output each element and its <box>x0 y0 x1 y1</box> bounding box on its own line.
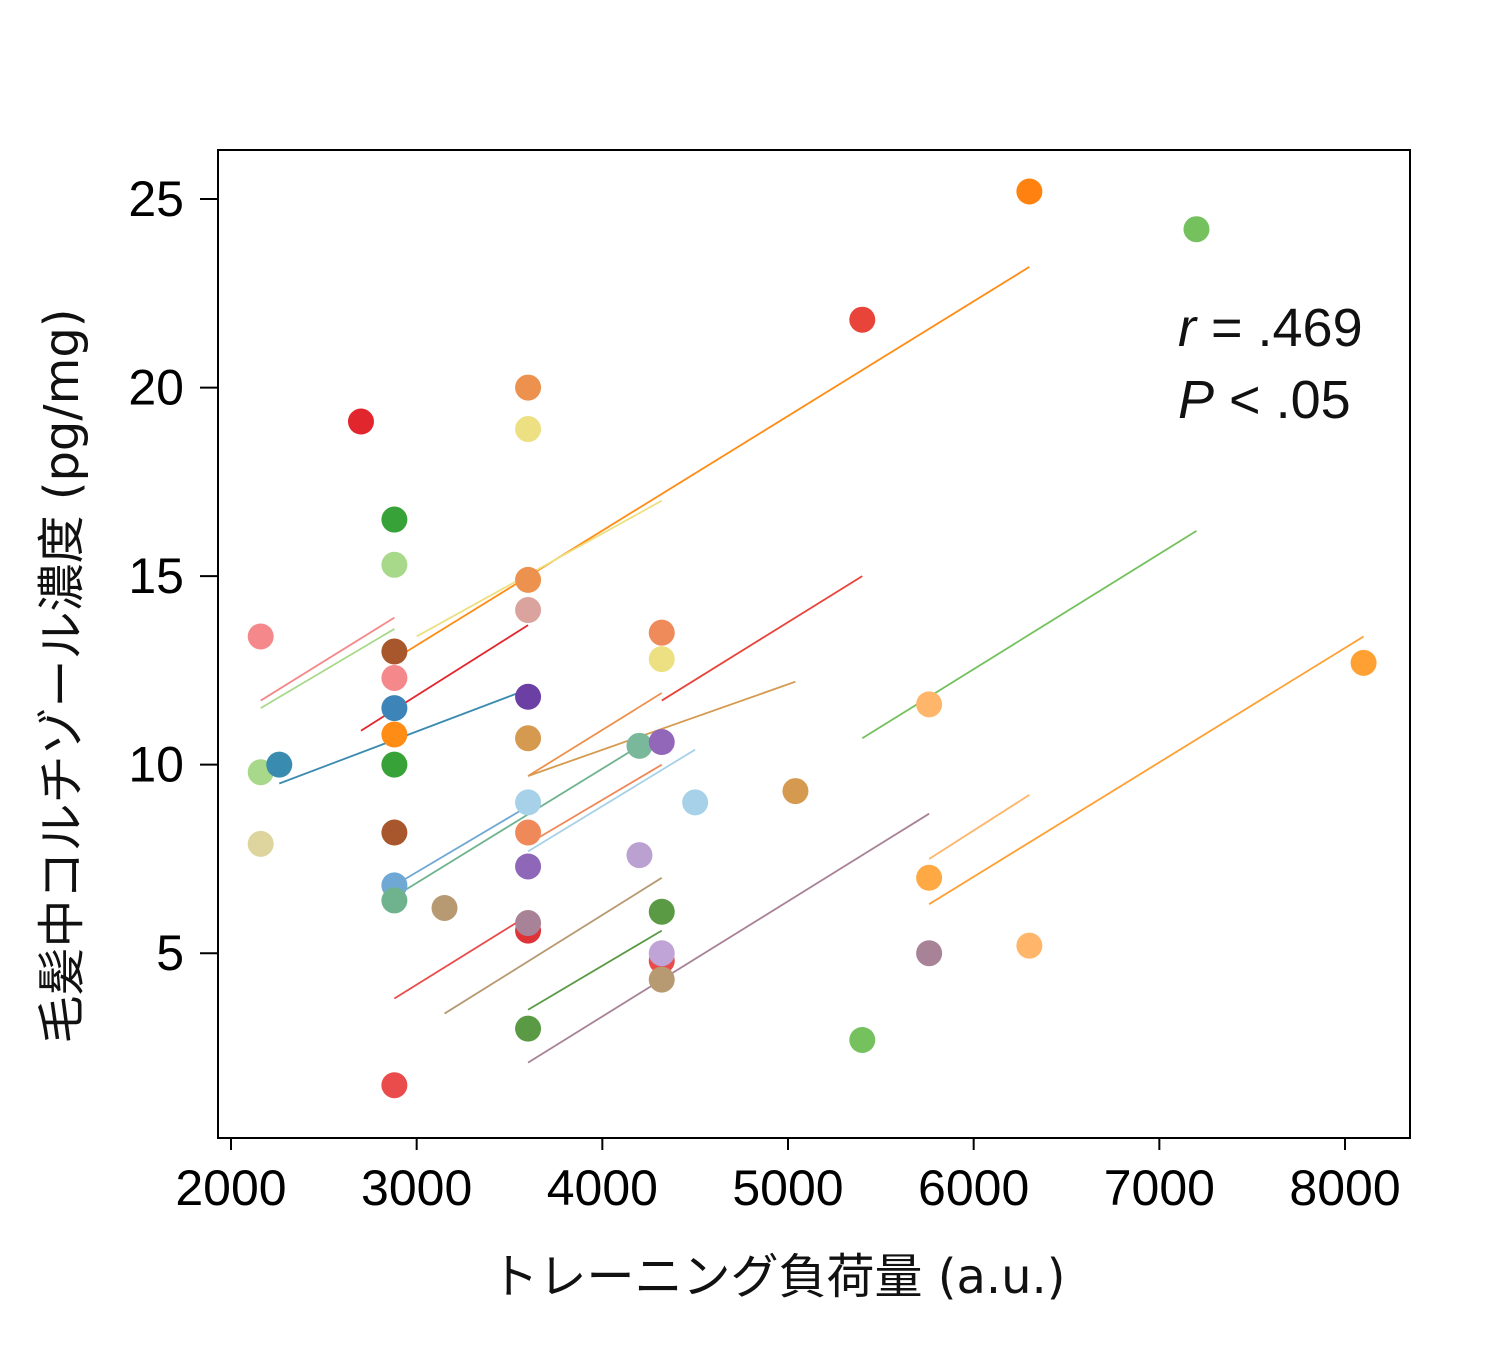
fit-line-19 <box>527 812 930 1064</box>
data-point-8 <box>381 664 408 691</box>
fit-line-7 <box>393 745 640 898</box>
data-point-9 <box>381 695 408 722</box>
x-tick-label-0: 2000 <box>175 1160 286 1216</box>
data-point-18 <box>515 416 542 443</box>
data-point-44 <box>916 940 943 967</box>
correlation-annotation: r = .469 <box>1178 298 1363 358</box>
fit-line-0 <box>260 616 395 702</box>
data-point-17 <box>515 374 542 401</box>
data-point-30 <box>626 842 653 869</box>
fit-lines-layer <box>260 266 1365 1064</box>
fit-line-16 <box>393 914 529 1000</box>
fit-line-4 <box>393 266 1030 660</box>
data-point-45 <box>1016 178 1043 205</box>
data-point-48 <box>1350 649 1377 676</box>
data-point-28 <box>515 1015 542 1042</box>
y-tick-label-0: 5 <box>156 925 184 981</box>
p-value: < .05 <box>1214 370 1351 430</box>
data-point-23 <box>515 789 542 816</box>
fit-line-11 <box>527 680 796 777</box>
y-axis: 5 10 15 20 25 <box>128 171 218 981</box>
y-tick-label-4: 25 <box>128 171 184 227</box>
fit-line-8 <box>527 748 696 853</box>
fit-line-13 <box>861 530 1197 740</box>
p-symbol: P <box>1178 370 1214 430</box>
data-point-39 <box>782 778 809 805</box>
data-point-5 <box>381 506 408 533</box>
data-point-4 <box>347 408 374 435</box>
data-points-layer <box>247 178 1377 1099</box>
fit-line-18 <box>527 929 663 1011</box>
fit-line-14 <box>928 794 1030 860</box>
data-point-29 <box>626 732 653 759</box>
data-point-25 <box>515 853 542 880</box>
y-tick-label-1: 10 <box>128 737 184 793</box>
data-point-31 <box>648 619 675 646</box>
fit-line-17 <box>444 877 663 1015</box>
data-point-20 <box>515 597 542 624</box>
r-symbol: r <box>1178 298 1198 358</box>
x-tick-label-6: 8000 <box>1289 1160 1400 1216</box>
data-point-22 <box>515 725 542 752</box>
data-point-33 <box>648 729 675 756</box>
fit-line-15 <box>928 635 1365 905</box>
data-point-2 <box>247 830 274 857</box>
y-tick-label-3: 20 <box>128 360 184 416</box>
data-point-46 <box>1016 932 1043 959</box>
fit-line-9 <box>527 763 663 845</box>
fit-line-6 <box>393 805 529 887</box>
r-value: = .469 <box>1196 298 1363 358</box>
data-point-43 <box>916 864 943 891</box>
data-point-42 <box>916 691 943 718</box>
data-point-24 <box>515 819 542 846</box>
data-point-40 <box>849 306 876 333</box>
data-point-41 <box>849 1026 876 1053</box>
data-point-3 <box>266 751 293 778</box>
p-value-annotation: P < .05 <box>1178 370 1351 430</box>
data-point-36 <box>648 940 675 967</box>
data-point-21 <box>515 683 542 710</box>
data-point-10 <box>381 721 408 748</box>
x-axis-title: トレーニング負荷量 (a.u.) <box>490 1249 1065 1305</box>
data-point-19 <box>515 566 542 593</box>
y-tick-label-2: 15 <box>128 548 184 604</box>
data-point-47 <box>1183 216 1210 243</box>
x-tick-label-3: 5000 <box>732 1160 843 1216</box>
x-tick-label-2: 4000 <box>547 1160 658 1216</box>
plot-frame <box>217 149 1411 1139</box>
fit-line-1 <box>260 628 395 709</box>
y-axis-title: 毛髪中コルチゾール濃度 (pg/mg) <box>34 308 90 1043</box>
fit-line-12 <box>661 575 863 702</box>
data-point-12 <box>381 819 408 846</box>
data-point-14 <box>381 887 408 914</box>
x-tick-label-1: 3000 <box>361 1160 472 1216</box>
x-axis: 2000 3000 4000 5000 6000 7000 8000 <box>175 1138 1401 1216</box>
fit-line-5 <box>416 499 663 638</box>
data-point-16 <box>431 894 458 921</box>
x-tick-label-4: 6000 <box>918 1160 1029 1216</box>
data-point-0 <box>247 623 274 650</box>
data-point-32 <box>648 646 675 673</box>
data-point-7 <box>381 638 408 665</box>
x-tick-label-5: 7000 <box>1104 1160 1215 1216</box>
data-point-6 <box>381 551 408 578</box>
data-point-34 <box>648 898 675 925</box>
data-point-15 <box>381 1072 408 1099</box>
data-point-11 <box>381 751 408 778</box>
data-point-38 <box>682 789 709 816</box>
data-point-37 <box>648 966 675 993</box>
data-point-27 <box>515 910 542 937</box>
fit-line-10 <box>527 692 663 777</box>
